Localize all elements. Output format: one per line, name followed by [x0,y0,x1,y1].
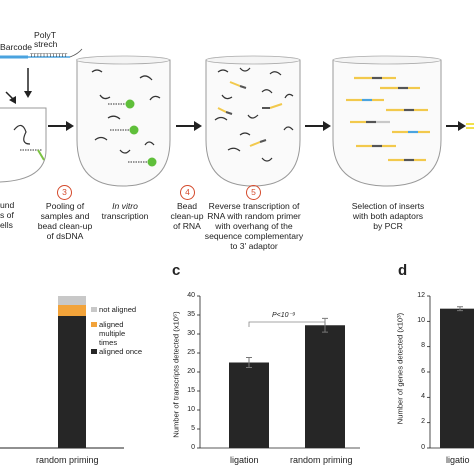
bar-ligation [229,362,269,448]
y-tick-label: 4 [421,392,425,400]
step3-text: Pooling of samples and bead clean-up of dsD… [37,201,93,241]
legend-swatch-not-aligned [91,307,97,312]
bar-random-priming [305,325,345,448]
y-tick-label: 10 [187,405,195,413]
bar-ligation [440,308,474,448]
polyt-bases: TTTTTTTTTTTT [30,52,68,59]
step4-text: Bead clean-up of RNA [170,201,204,231]
step5-badge: 5 [246,185,261,200]
panel-c-xtick-random: random priming [290,455,353,465]
step3-badge: 3 [57,185,72,200]
panel-d-label: d [398,262,408,279]
legend-aligned-once: aligned once [99,347,143,356]
panel-d-xtick-ligation: ligatio [446,455,470,465]
y-tick-label: 15 [187,386,195,394]
step5-text: Reverse transcription of RNA with random … [204,201,304,251]
legend-aligned-multiple: aligned multiple times [99,320,126,347]
y-tick-label: 2 [421,418,425,426]
polyt-label-1: PolyT [34,30,56,40]
error-bar [457,306,463,312]
legend-swatch-multiple [91,322,97,327]
y-tick-label: 25 [187,348,195,356]
y-tick-label: 5 [191,424,195,432]
panel-b-xlabel: random priming [36,455,99,465]
y-tick-label: 40 [187,291,195,299]
pvalue-label: P<10⁻⁹ [272,312,296,319]
error-bar [246,357,252,368]
bar-aligned-once [58,316,86,448]
panel-c-xtick-ligation: ligation [230,455,259,465]
step1-text: und s of ells [0,200,15,230]
barcode-label: Barcode [0,42,33,52]
panel-c-label: c [172,262,181,279]
step4-badge: 4 [180,185,195,200]
y-tick-label: 10 [417,316,425,324]
ivt-text: In vitro transcription [101,201,149,221]
y-tick-label: 0 [191,443,195,451]
y-tick-label: 35 [187,310,195,318]
bar-not-aligned [58,296,86,305]
legend-not-aligned: not aligned [99,305,137,314]
step-pcr-text: Selection of inserts with both adaptors by… [351,201,425,231]
y-tick-label: 30 [187,329,195,337]
y-tick-label: 8 [421,342,425,350]
y-tick-label: 20 [187,367,195,375]
y-tick-label: 6 [421,367,425,375]
legend-swatch-once [91,349,97,354]
y-tick-label: 12 [417,291,425,299]
y-tick-label: 0 [421,443,425,451]
bar-aligned-multiple [58,305,86,316]
polyt-label-2: strech [34,39,58,49]
